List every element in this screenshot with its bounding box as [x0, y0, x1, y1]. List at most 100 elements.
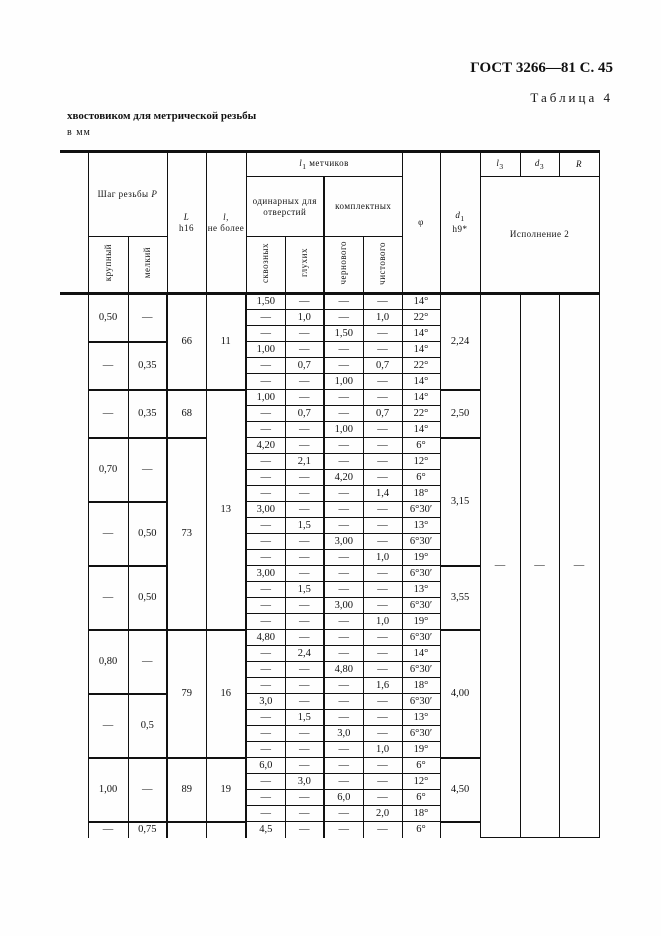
phi-cell: 6°30′: [401, 725, 441, 742]
through-cell: 4,5: [245, 821, 286, 838]
blind-cell: 2,1: [284, 453, 325, 470]
phi-cell: 6°: [401, 757, 441, 774]
finish-cell: —: [362, 421, 403, 438]
d1-cell: 4,50: [439, 756, 481, 822]
phi-cell: 19°: [401, 613, 441, 630]
rough-cell: —: [323, 709, 364, 726]
blind-cell: —: [284, 677, 325, 694]
pitch-coarse-cell: —: [87, 388, 129, 438]
l1-header: l1 метчиков: [245, 150, 403, 177]
rough-cell: 1,00: [323, 373, 364, 390]
L-cell: 89: [166, 756, 207, 822]
table-row: — — —1,0 19°: [60, 741, 599, 758]
phi-cell: 6°30′: [401, 661, 441, 678]
through-cell: 4,20: [245, 437, 286, 454]
table-row: 0,50—66 11 1,50— — —14° 2,24— — —: [60, 293, 600, 838]
phi-cell: 6°30′: [401, 693, 441, 710]
blind-cell: —: [284, 805, 325, 822]
finish-cell: —: [362, 293, 403, 310]
table-row: —0,5 3,0— — —6°30′: [60, 692, 599, 758]
rough-header: чернового: [323, 236, 364, 295]
R-header: R: [558, 150, 600, 177]
through-cell: 1,00: [245, 341, 286, 358]
blind-cell: —: [284, 549, 325, 566]
finish-cell: —: [362, 533, 403, 550]
finish-cell: —: [362, 325, 403, 342]
phi-cell: 22°: [401, 357, 441, 374]
blind-header: глухих: [284, 236, 325, 295]
finish-cell: —: [362, 645, 403, 662]
blank-column: [60, 294, 88, 838]
fine-header: мелкий: [127, 236, 168, 295]
pitch-fine-cell: —: [127, 293, 168, 342]
d1-cell: [439, 820, 481, 838]
finish-cell: —: [362, 629, 403, 646]
table-row: —0,75 4,5— — —6°: [60, 820, 599, 838]
rough-cell: —: [323, 629, 364, 646]
through-cell: 3,0: [245, 693, 286, 710]
blind-cell: 1,5: [284, 709, 325, 726]
blind-cell: —: [284, 613, 325, 630]
rough-cell: —: [323, 677, 364, 694]
table-caption: хвостовиком для метрической резьбы: [67, 110, 257, 122]
rough-cell: 3,00: [323, 533, 364, 550]
through-cell: —: [245, 325, 286, 342]
rough-cell: —: [323, 293, 364, 310]
blind-cell: —: [284, 661, 325, 678]
through-cell: —: [245, 485, 286, 502]
through-cell: —: [245, 469, 286, 486]
through-cell: —: [245, 677, 286, 694]
phi-cell: 6°30′: [401, 597, 441, 614]
rough-cell: —: [323, 549, 364, 566]
pitch-header: Шаг резьбы P: [87, 150, 168, 237]
finish-cell: —: [362, 341, 403, 358]
blind-cell: —: [284, 325, 325, 342]
phi-cell: 13°: [401, 517, 441, 534]
phi-cell: 12°: [401, 453, 441, 470]
through-cell: —: [245, 421, 286, 438]
L-cell: 68: [166, 388, 207, 438]
blind-cell: 1,5: [284, 517, 325, 534]
rough-cell: —: [323, 437, 364, 454]
rough-cell: 4,20: [323, 469, 364, 486]
finish-cell: 2,0: [362, 805, 403, 822]
phi-cell: 22°: [401, 309, 441, 326]
phi-cell: 13°: [401, 709, 441, 726]
finish-cell: 1,0: [362, 613, 403, 630]
single-header: одинарных для отверстий: [245, 176, 325, 237]
through-cell: 3,00: [245, 501, 286, 518]
table-row: —1,0—1,0 22°: [60, 309, 599, 326]
blind-cell: —: [284, 485, 325, 502]
L-cell: [166, 820, 207, 838]
l-cell: [205, 820, 247, 838]
l3-header: l3: [479, 150, 521, 177]
through-cell: —: [245, 453, 286, 470]
pitch-fine-cell: —: [127, 628, 168, 694]
unit-label: в мм: [67, 127, 91, 138]
table-label: Таблица 4: [530, 90, 613, 105]
phi-cell: 14°: [401, 373, 441, 390]
rough-cell: 6,0: [323, 789, 364, 806]
blind-cell: —: [284, 725, 325, 742]
through-cell: 1,00: [245, 389, 286, 406]
through-cell: —: [245, 805, 286, 822]
finish-cell: —: [362, 373, 403, 390]
through-cell: —: [245, 549, 286, 566]
L-cell: 73: [166, 436, 207, 630]
blank-column: [60, 150, 88, 295]
rough-cell: —: [323, 517, 364, 534]
pitch-fine-cell: 0,50: [127, 564, 168, 630]
execution-header: Исполнение 2: [479, 176, 600, 295]
finish-cell: —: [362, 597, 403, 614]
blind-cell: —: [284, 693, 325, 710]
through-cell: —: [245, 709, 286, 726]
through-cell: —: [245, 517, 286, 534]
rough-cell: —: [323, 581, 364, 598]
d1-cell: 2,24: [439, 293, 481, 390]
l-header: l, не более: [205, 150, 247, 295]
finish-cell: 1,0: [362, 309, 403, 326]
finish-cell: —: [362, 565, 403, 582]
blind-cell: —: [284, 789, 325, 806]
table-row: 1,00—89 19 6,0— — —6° 4,50: [60, 756, 599, 822]
